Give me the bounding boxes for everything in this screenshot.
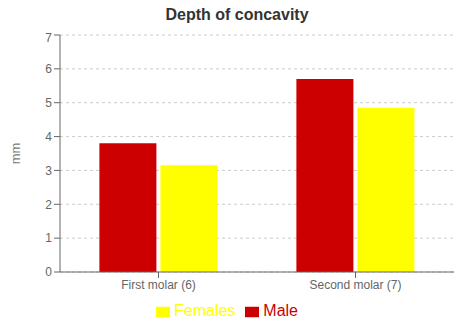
svg-text:7: 7 [45, 31, 52, 45]
html-text:Depth of concavity: Depth of concavity [165, 6, 309, 23]
svg-text:3: 3 [45, 164, 52, 178]
svg-text:0: 0 [45, 265, 52, 279]
svg-text:5: 5 [45, 96, 52, 110]
svg-text:4: 4 [45, 130, 52, 144]
html-text:Male: Male [263, 302, 298, 319]
svg-text:2: 2 [45, 198, 52, 212]
svg-text:mm: mm [8, 143, 23, 165]
html-text:Females: Females [174, 302, 236, 319]
svg-text:1: 1 [45, 231, 52, 245]
svg-text:First molar (6): First molar (6) [121, 278, 196, 292]
svg-text:Second molar (7): Second molar (7) [309, 278, 401, 292]
svg-text:6: 6 [45, 62, 52, 76]
